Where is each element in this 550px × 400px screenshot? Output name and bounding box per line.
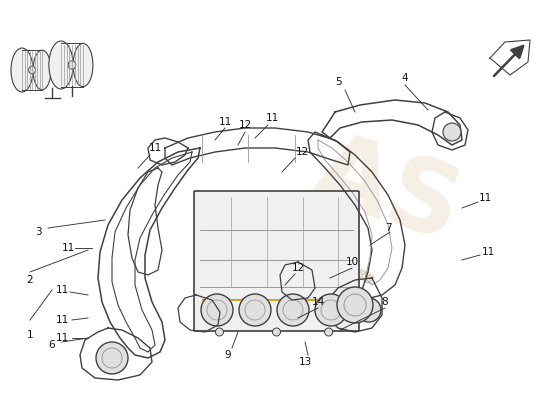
Polygon shape (195, 192, 358, 330)
Text: 11: 11 (56, 285, 69, 295)
Text: 14: 14 (311, 297, 324, 307)
Text: 1: 1 (27, 330, 34, 340)
Text: a passion since 1985: a passion since 1985 (230, 190, 376, 288)
Text: 11: 11 (478, 193, 492, 203)
Text: 11: 11 (218, 117, 232, 127)
Circle shape (216, 328, 223, 336)
Circle shape (443, 123, 461, 141)
Text: 12: 12 (295, 147, 309, 157)
Circle shape (357, 298, 381, 322)
Circle shape (324, 328, 333, 336)
Circle shape (272, 328, 280, 336)
Text: 12: 12 (238, 120, 252, 130)
Text: 11: 11 (481, 247, 494, 257)
Text: 9: 9 (225, 350, 232, 360)
Circle shape (337, 287, 373, 323)
Text: 5: 5 (335, 77, 342, 87)
Text: 11: 11 (56, 315, 69, 325)
Circle shape (201, 294, 233, 326)
Ellipse shape (49, 41, 73, 89)
Text: 12: 12 (292, 263, 305, 273)
Circle shape (277, 294, 309, 326)
Text: 11: 11 (265, 113, 279, 123)
Circle shape (315, 294, 347, 326)
Text: 11: 11 (56, 333, 69, 343)
Ellipse shape (11, 48, 33, 92)
Circle shape (239, 294, 271, 326)
Text: 13: 13 (298, 357, 312, 367)
Text: 4: 4 (402, 73, 408, 83)
Text: 6: 6 (49, 340, 56, 350)
Ellipse shape (29, 66, 36, 74)
Circle shape (96, 342, 128, 374)
Ellipse shape (33, 50, 51, 90)
Text: 11: 11 (62, 243, 75, 253)
Text: 3: 3 (35, 227, 41, 237)
Text: 8: 8 (382, 297, 388, 307)
Text: 7: 7 (384, 223, 391, 233)
Ellipse shape (73, 43, 93, 87)
Text: 10: 10 (345, 257, 359, 267)
Text: AS: AS (300, 122, 472, 261)
Text: 2: 2 (27, 275, 34, 285)
Text: 11: 11 (148, 143, 162, 153)
Ellipse shape (68, 61, 76, 69)
